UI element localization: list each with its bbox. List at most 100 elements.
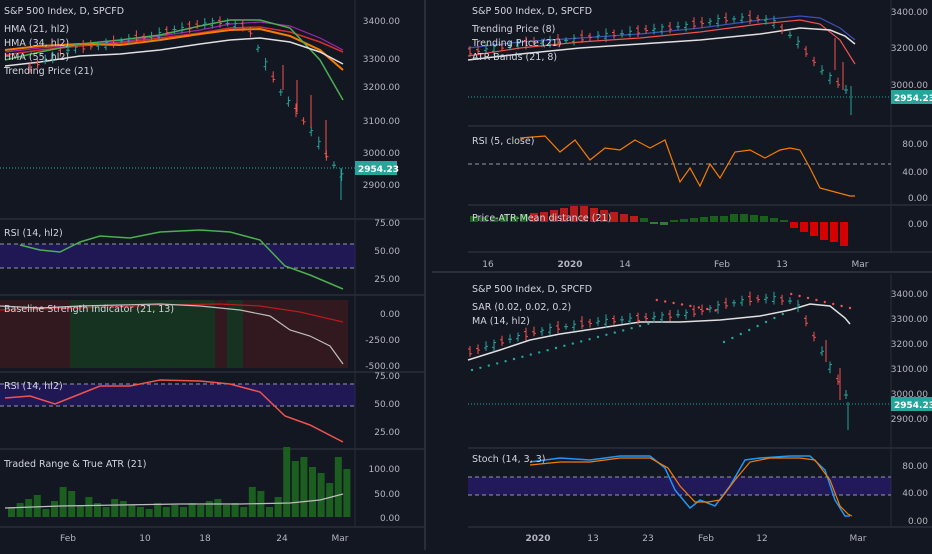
legend-trending-price[interactable]: Trending Price (21) (3, 66, 93, 77)
atr-bar (137, 507, 144, 517)
atr-bar (145, 509, 153, 517)
sar-dot (756, 324, 759, 328)
sar-dot (806, 296, 810, 300)
legend-hma55[interactable]: HMA (55, hl2) (4, 52, 69, 63)
time-label: 2020 (525, 534, 550, 544)
left-time-axis[interactable]: Feb 10 18 24 Mar (60, 534, 349, 544)
atr-bar (85, 497, 93, 517)
axis-label: 25.00 (374, 275, 400, 285)
axis-label: 75.00 (374, 372, 400, 382)
sar-dot (512, 357, 516, 361)
pamd-bar (810, 222, 818, 236)
sar-dot (781, 312, 784, 316)
atr-bar (197, 505, 205, 517)
pamd-bar (760, 216, 768, 222)
pamd-bar (470, 216, 478, 222)
left-chart-panel[interactable]: 2954.23 S&P 500 Index, D, SPCFD HMA (21,… (0, 0, 426, 550)
time-label: 2020 (557, 260, 582, 270)
pamd-bar (560, 208, 568, 222)
legend-sar[interactable]: SAR (0.02, 0.02, 0.2) (472, 302, 571, 313)
rsi-legend[interactable]: RSI (14, hl2) (4, 228, 63, 239)
right-top-main-pane[interactable]: 2954.23 S&P 500 Index, D, SPCFD Trending… (467, 6, 932, 115)
axis-label: -250.00 (365, 336, 400, 346)
left-main-legend[interactable]: S&P 500 Index, D, SPCFD HMA (21, hl2) HM… (3, 6, 124, 77)
atr-bar (8, 507, 15, 517)
bsi-fill-bearish (243, 300, 348, 368)
atr-bar (128, 505, 136, 517)
price-tag-label: 2954.23 (894, 94, 932, 104)
axis-label: 50.00 (374, 490, 400, 500)
sar-dot (689, 304, 692, 308)
legend-trending-price-8[interactable]: Trending Price (8) (471, 24, 555, 35)
right-top-time-axis[interactable]: 16 2020 14 Feb 13 Mar (482, 260, 869, 270)
rsi-legend[interactable]: RSI (14, hl2) (4, 381, 63, 392)
legend-trending-price-21[interactable]: Trending Price (21) (471, 38, 561, 49)
left-bsi-pane[interactable]: Baseline Strength Indicator (21, 13) 0.0… (0, 300, 400, 372)
sar-dot (630, 327, 633, 330)
atr-bar (300, 457, 308, 517)
left-main-price-axis[interactable]: 3400.00 3300.00 3200.00 3100.00 3000.00 … (363, 17, 400, 191)
left-rsi-pane-2[interactable]: RSI (14, hl2) 75.00 50.00 25.00 (0, 372, 400, 443)
right-top-chart-panel[interactable]: 2954.23 S&P 500 Index, D, SPCFD Trending… (432, 0, 932, 273)
sar-dot (554, 346, 558, 350)
sar-dot (840, 304, 843, 308)
pamd-bar (640, 218, 648, 222)
left-rsi-pane-1[interactable]: RSI (14, hl2) 75.00 50.00 25.00 (0, 219, 400, 290)
sar-dot (706, 307, 709, 311)
legend-hma34[interactable]: HMA (34, hl2) (4, 38, 69, 49)
legend-ma[interactable]: MA (14, hl2) (472, 316, 530, 327)
atr-bar (223, 505, 230, 517)
trending-price-21 (467, 27, 856, 61)
time-label: Feb (698, 534, 714, 544)
bsi-legend[interactable]: Baseline Strength Indicator (21, 13) (4, 304, 174, 315)
pamd-legend[interactable]: Price-ATR-Mean distance (21) (472, 213, 611, 224)
pamd-bar (540, 212, 548, 222)
symbol-title[interactable]: S&P 500 Index, D, SPCFD (472, 6, 592, 17)
pamd-bar (840, 222, 848, 246)
symbol-title[interactable]: S&P 500 Index, D, SPCFD (4, 6, 124, 17)
pamd-bar (830, 222, 838, 242)
left-main-pane[interactable]: 2954.23 S&P 500 Index, D, SPCFD HMA (21,… (0, 6, 400, 200)
sar-dot (647, 322, 650, 325)
right-bottom-main-pane[interactable]: 2954.23 S&P 500 Index, D, SPCFD SAR (0.0… (467, 284, 932, 430)
true-atr-line (4, 493, 344, 509)
legend-atr-bands[interactable]: ATR Bands (21, 8) (472, 52, 557, 63)
sar-dot (832, 302, 835, 306)
parabolic-sar-dots (470, 292, 852, 372)
sar-dot (697, 306, 700, 309)
sar-dot (739, 332, 742, 336)
legend-hma21[interactable]: HMA (21, hl2) (4, 24, 69, 35)
bsi-baseline (0, 303, 344, 323)
rsi-line (4, 379, 344, 443)
right-bottom-stoch-pane[interactable]: Stoch (14, 3, 3) 80.00 40.00 0.00 (468, 454, 928, 527)
sar-dot (479, 366, 482, 369)
time-label: 14 (619, 260, 631, 270)
right-bottom-chart-panel[interactable]: 2954.23 S&P 500 Index, D, SPCFD SAR (0.0… (467, 274, 932, 544)
symbol-title[interactable]: S&P 500 Index, D, SPCFD (472, 284, 592, 295)
pamd-bar (490, 218, 498, 222)
stoch-d-line (529, 457, 853, 517)
atr-legend[interactable]: Traded Range & True ATR (21) (3, 459, 147, 470)
right-top-pamd-pane[interactable]: Price-ATR-Mean distance (21) 0.00 (470, 206, 928, 246)
time-label: 18 (199, 534, 211, 544)
time-label: 13 (587, 534, 598, 544)
pamd-bar (510, 216, 518, 222)
stoch-k-line (529, 455, 850, 517)
right-top-main-legend[interactable]: S&P 500 Index, D, SPCFD Trending Price (… (471, 6, 592, 63)
pamd-bar (730, 214, 738, 222)
pamd-bar (630, 216, 638, 222)
right-top-rsi-pane[interactable]: RSI (5, close) 80.00 40.00 0.00 (468, 135, 928, 204)
stoch-legend[interactable]: Stoch (14, 3, 3) (472, 454, 546, 465)
sar-dot (773, 316, 776, 320)
rsi-legend[interactable]: RSI (5, close) (472, 136, 534, 147)
time-label: 13 (776, 260, 787, 270)
atr-bar (248, 487, 256, 517)
right-bottom-main-legend[interactable]: S&P 500 Index, D, SPCFD SAR (0.02, 0.02,… (472, 284, 592, 327)
sar-dot (538, 351, 541, 354)
atr-bar (317, 473, 325, 517)
left-atr-pane[interactable]: Traded Range & True ATR (21) 100.00 50.0… (3, 447, 400, 524)
right-bottom-time-axis[interactable]: 2020 13 23 Feb 12 Mar (525, 534, 866, 544)
pamd-bar (720, 216, 728, 222)
hma34-line (4, 27, 344, 71)
